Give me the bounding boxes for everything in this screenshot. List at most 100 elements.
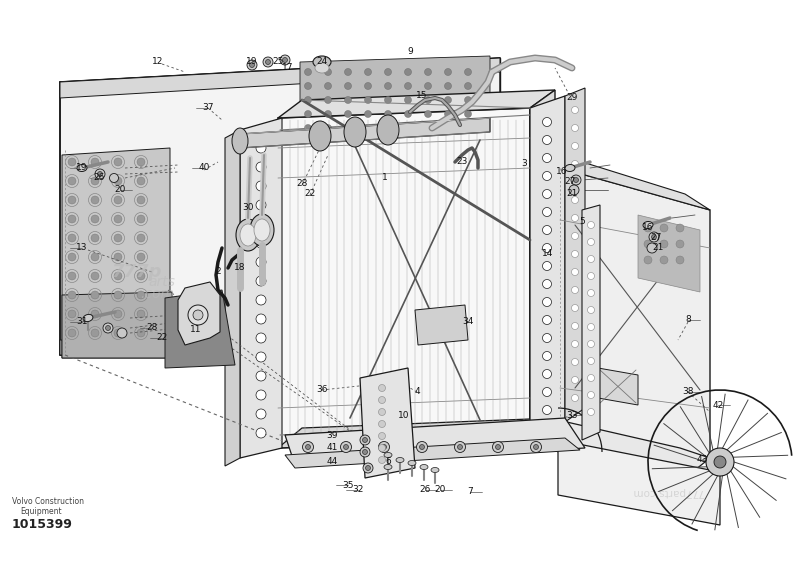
Text: 23: 23: [456, 158, 468, 167]
Circle shape: [425, 82, 431, 89]
Circle shape: [345, 82, 351, 89]
Circle shape: [571, 233, 578, 240]
Circle shape: [385, 97, 391, 103]
Circle shape: [256, 409, 266, 419]
Circle shape: [114, 310, 122, 318]
Text: 32: 32: [352, 485, 364, 494]
Text: 26: 26: [419, 485, 430, 494]
Polygon shape: [60, 58, 500, 360]
Text: 6: 6: [385, 458, 391, 467]
Circle shape: [365, 82, 371, 89]
Circle shape: [341, 441, 351, 453]
Circle shape: [385, 111, 391, 118]
Circle shape: [256, 333, 266, 343]
Circle shape: [660, 224, 668, 232]
Polygon shape: [565, 88, 585, 422]
Circle shape: [325, 97, 331, 103]
Circle shape: [256, 143, 266, 153]
Circle shape: [425, 68, 431, 76]
Circle shape: [644, 224, 652, 232]
Ellipse shape: [240, 224, 256, 246]
Circle shape: [542, 333, 551, 342]
Circle shape: [114, 234, 122, 242]
Text: Volvo Construction: Volvo Construction: [12, 497, 84, 506]
Circle shape: [345, 68, 351, 76]
Circle shape: [587, 272, 594, 280]
Circle shape: [378, 397, 386, 403]
Text: 10: 10: [398, 411, 410, 419]
Polygon shape: [558, 440, 720, 525]
Text: 41: 41: [326, 444, 338, 453]
Circle shape: [542, 225, 551, 234]
Text: 24: 24: [316, 58, 328, 67]
Ellipse shape: [384, 453, 392, 458]
Text: 5: 5: [579, 218, 585, 227]
Circle shape: [571, 376, 578, 384]
Polygon shape: [62, 148, 170, 358]
Text: 28: 28: [146, 324, 158, 332]
Circle shape: [571, 160, 578, 167]
Circle shape: [325, 68, 331, 76]
Circle shape: [417, 441, 427, 453]
Circle shape: [305, 111, 311, 118]
Text: 35: 35: [342, 480, 354, 489]
Polygon shape: [240, 118, 282, 458]
Ellipse shape: [254, 219, 270, 241]
Text: 9: 9: [407, 47, 413, 56]
Circle shape: [542, 388, 551, 397]
Circle shape: [571, 124, 578, 132]
Ellipse shape: [565, 164, 575, 172]
Circle shape: [256, 181, 266, 191]
Circle shape: [405, 111, 411, 118]
Ellipse shape: [315, 63, 329, 73]
Circle shape: [542, 207, 551, 216]
Text: 37: 37: [202, 103, 214, 112]
Circle shape: [345, 97, 351, 103]
Circle shape: [256, 162, 266, 172]
Circle shape: [385, 68, 391, 76]
Polygon shape: [582, 205, 600, 440]
Ellipse shape: [77, 164, 87, 172]
Circle shape: [571, 106, 578, 114]
Circle shape: [114, 158, 122, 166]
Text: 8: 8: [685, 315, 691, 324]
Circle shape: [706, 448, 734, 476]
Text: 3: 3: [521, 159, 527, 167]
Circle shape: [493, 441, 503, 453]
Circle shape: [378, 445, 386, 451]
Circle shape: [114, 329, 122, 337]
Circle shape: [542, 118, 551, 127]
Circle shape: [571, 142, 578, 150]
Circle shape: [587, 289, 594, 297]
Circle shape: [68, 196, 76, 204]
Circle shape: [571, 197, 578, 203]
Circle shape: [137, 215, 145, 223]
Polygon shape: [300, 56, 490, 148]
Circle shape: [542, 136, 551, 145]
Circle shape: [465, 68, 471, 76]
Circle shape: [360, 435, 370, 445]
Circle shape: [542, 351, 551, 360]
Circle shape: [542, 298, 551, 306]
Circle shape: [571, 341, 578, 347]
Circle shape: [569, 185, 579, 195]
Circle shape: [114, 196, 122, 204]
Circle shape: [91, 196, 99, 204]
Circle shape: [385, 124, 391, 132]
Text: 12: 12: [152, 58, 164, 67]
Circle shape: [378, 385, 386, 392]
Circle shape: [445, 68, 451, 76]
Circle shape: [325, 82, 331, 89]
Ellipse shape: [431, 467, 439, 472]
Circle shape: [587, 358, 594, 364]
Circle shape: [91, 272, 99, 280]
Circle shape: [345, 124, 351, 132]
Circle shape: [571, 305, 578, 311]
Circle shape: [587, 341, 594, 347]
Circle shape: [542, 315, 551, 324]
Ellipse shape: [83, 314, 93, 321]
Circle shape: [91, 158, 99, 166]
Circle shape: [405, 68, 411, 76]
Circle shape: [325, 124, 331, 132]
Circle shape: [114, 291, 122, 299]
